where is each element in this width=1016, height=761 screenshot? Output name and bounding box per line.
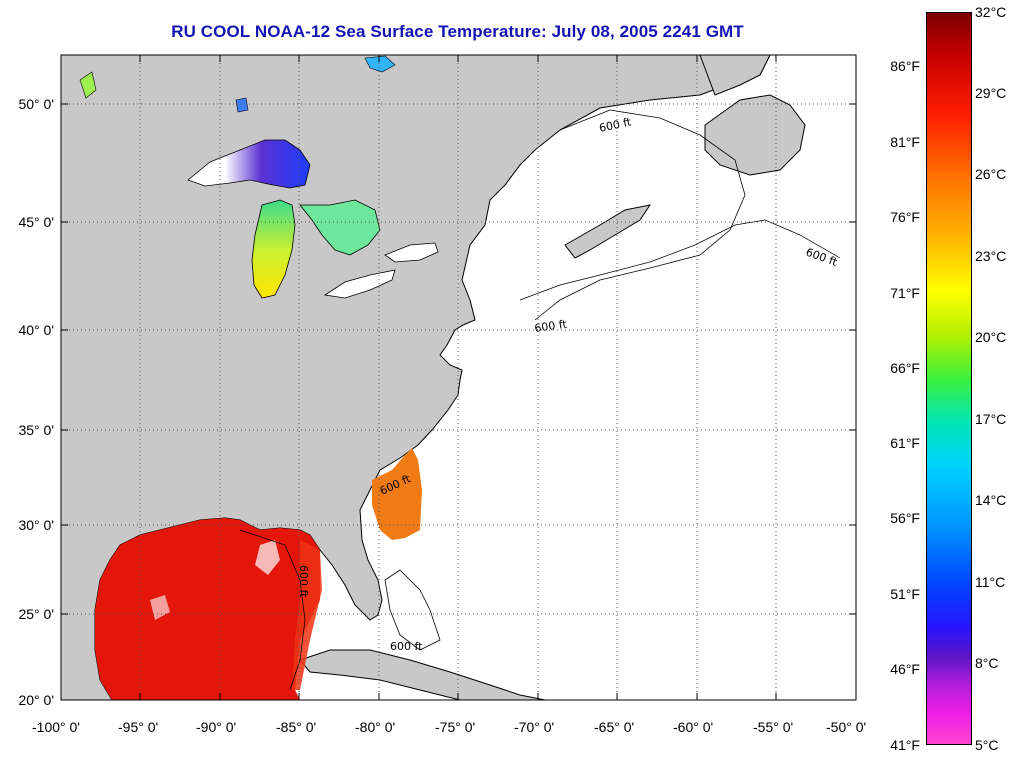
lon-label-85: -85° 0' — [276, 719, 317, 735]
lake-michigan — [251, 199, 296, 299]
lake-ontario — [384, 242, 439, 263]
lon-label-90: -90° 0' — [196, 719, 237, 735]
land-cuba — [299, 649, 546, 701]
small-lake-north — [235, 97, 249, 113]
lat-label-35: 35° 0' — [18, 422, 54, 438]
colorbar-label-f: 56°F — [890, 510, 920, 526]
small-lake-west — [79, 71, 97, 99]
colorbar-label-f: 76°F — [890, 209, 920, 225]
lat-label-40: 40° 0' — [18, 322, 54, 338]
colorbar-label-f: 81°F — [890, 134, 920, 150]
colorbar-label-f: 51°F — [890, 586, 920, 602]
isobath-label: 600 ft — [390, 640, 423, 653]
grid-lines — [61, 55, 856, 700]
lat-label-50: 50° 0' — [18, 96, 54, 112]
lake-huron — [299, 199, 381, 256]
lon-label-55: -55° 0' — [753, 719, 794, 735]
temperature-colorbar — [926, 12, 972, 745]
colorbar-label-c: 29°C — [975, 85, 1007, 101]
colorbar-label-c: 14°C — [975, 492, 1007, 508]
lon-label-100: -100° 0' — [32, 719, 80, 735]
land-newfoundland — [704, 94, 806, 176]
lat-label-25: 25° 0' — [18, 606, 54, 622]
lon-label-75: -75° 0' — [435, 719, 476, 735]
st-lawrence-shelf — [534, 109, 746, 321]
colorbar-label-c: 32°C — [975, 4, 1007, 20]
gulf-sst-east — [292, 540, 322, 690]
lon-label-80: -80° 0' — [355, 719, 396, 735]
colorbar-label-f: 66°F — [890, 360, 920, 376]
colorbar-label-c: 5°C — [975, 737, 999, 753]
lake-superior — [187, 139, 311, 189]
colorbar-label-f: 86°F — [890, 58, 920, 74]
lon-label-95: -95° 0' — [118, 719, 159, 735]
colorbar-label-c: 20°C — [975, 329, 1007, 345]
lat-label-45: 45° 0' — [18, 214, 54, 230]
colorbar-label-f: 41°F — [890, 737, 920, 753]
colorbar-label-c: 17°C — [975, 411, 1007, 427]
isobath-label: 600 ft — [297, 565, 310, 598]
colorbar-label-c: 11°C — [975, 574, 1006, 590]
colorbar-label-c: 8°C — [975, 655, 999, 671]
colorbar-label-f: 46°F — [890, 661, 920, 677]
map-title: RU COOL NOAA-12 Sea Surface Temperature:… — [171, 22, 744, 41]
colorbar-label-c: 26°C — [975, 166, 1007, 182]
atlantic-sst — [372, 448, 422, 540]
lake-erie — [323, 269, 396, 299]
lon-label-70: -70° 0' — [514, 719, 555, 735]
colorbar-label-f: 61°F — [890, 435, 920, 451]
scotian-shelf-600ft — [519, 219, 841, 301]
colorbar-label-c: 23°C — [975, 248, 1007, 264]
colorbar-label-f: 71°F — [890, 285, 920, 301]
gulf-cloud-patch — [255, 540, 280, 575]
lon-label-60: -60° 0' — [673, 719, 714, 735]
isobath-label: 600 ft — [534, 317, 569, 334]
lon-label-50: -50° 0' — [826, 719, 867, 735]
lake-winnipeg-patch — [364, 55, 396, 73]
lat-label-20: 20° 0' — [18, 692, 54, 708]
lat-label-30: 30° 0' — [18, 517, 54, 533]
bahamas-shelf — [384, 569, 441, 651]
gulf-sst — [95, 518, 320, 700]
tick-marks — [61, 55, 856, 700]
gulf-isobath — [239, 529, 306, 691]
land-nova-scotia — [564, 204, 652, 259]
lon-label-65: -65° 0' — [594, 719, 635, 735]
